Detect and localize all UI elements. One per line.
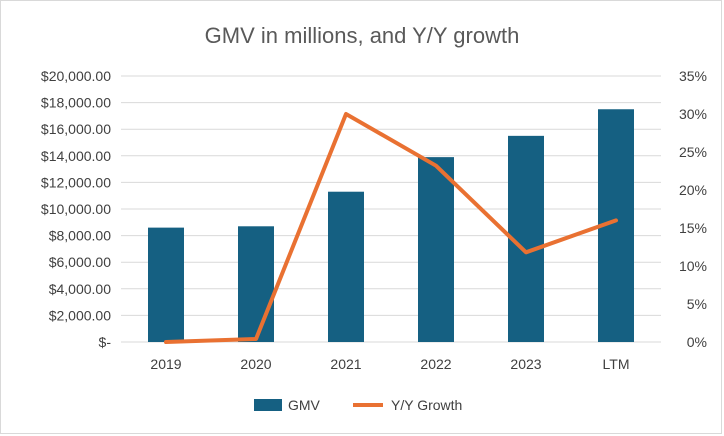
gmv-bar xyxy=(148,227,184,342)
left-tick-label: $10,000.00 xyxy=(41,201,111,217)
right-tick-label: 15% xyxy=(679,220,707,236)
legend-label-growth: Y/Y Growth xyxy=(391,397,462,413)
gmv-bar xyxy=(328,191,364,342)
growth-line xyxy=(164,112,618,344)
left-tick-label: $14,000.00 xyxy=(41,148,111,164)
legend-swatch-gmv xyxy=(254,399,282,411)
right-tick-label: 35% xyxy=(679,68,707,84)
right-tick-label: 0% xyxy=(687,334,707,350)
left-axis-tick-labels: $- $2,000.00 $4,000.00 $6,000.00 $8,000.00 $1… xyxy=(41,68,111,350)
left-tick-label: $- xyxy=(99,334,112,350)
gmv-bar xyxy=(238,226,274,342)
category-label: 2021 xyxy=(330,356,361,372)
gmv-bar xyxy=(418,157,454,342)
left-tick-label: $6,000.00 xyxy=(49,254,111,270)
right-tick-label: 30% xyxy=(679,106,707,122)
category-tick-labels: 2019 2020 2021 2022 2023 LTM xyxy=(150,356,629,372)
chart-title: GMV in millions, and Y/Y growth xyxy=(205,23,520,48)
category-label: 2019 xyxy=(150,356,181,372)
category-label: 2023 xyxy=(510,356,541,372)
left-tick-label: $18,000.00 xyxy=(41,95,111,111)
gridlines xyxy=(121,75,661,343)
gmv-bars xyxy=(148,109,634,342)
left-tick-label: $8,000.00 xyxy=(49,228,111,244)
category-label: 2020 xyxy=(240,356,271,372)
left-tick-label: $12,000.00 xyxy=(41,174,111,190)
right-tick-label: 5% xyxy=(687,296,707,312)
right-tick-label: 25% xyxy=(679,144,707,160)
left-tick-label: $2,000.00 xyxy=(49,307,111,323)
right-tick-label: 20% xyxy=(679,182,707,198)
left-tick-label: $20,000.00 xyxy=(41,68,111,84)
category-label: LTM xyxy=(603,356,630,372)
left-tick-label: $4,000.00 xyxy=(49,281,111,297)
legend: GMV Y/Y Growth xyxy=(254,397,462,413)
left-tick-label: $16,000.00 xyxy=(41,121,111,137)
growth-line-layer xyxy=(164,112,618,344)
right-tick-label: 10% xyxy=(679,258,707,274)
category-label: 2022 xyxy=(420,356,451,372)
right-axis-tick-labels: 0% 5% 10% 15% 20% 25% 30% 35% xyxy=(679,68,707,350)
legend-label-gmv: GMV xyxy=(288,397,321,413)
